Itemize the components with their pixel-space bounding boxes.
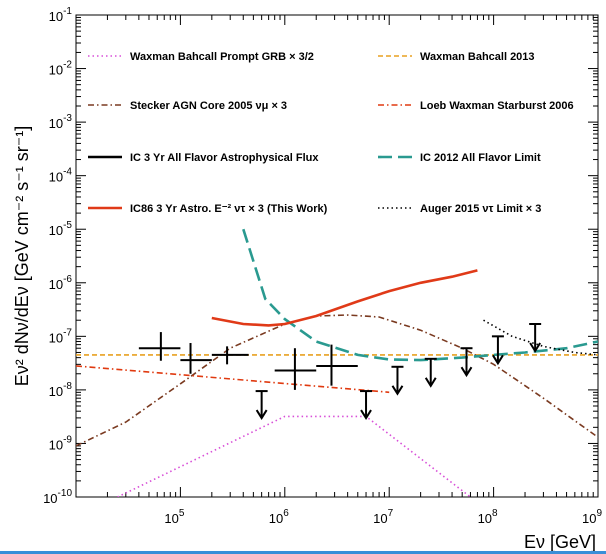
legend-entry: Waxman Bahcall Prompt GRB × 3/2 xyxy=(88,51,314,63)
x-tick-label: 106 xyxy=(269,508,289,526)
y-tick-label: 10-6 xyxy=(49,274,73,292)
data-points-group xyxy=(138,322,542,420)
legend-entry: Auger 2015 ντ Limit × 3 xyxy=(378,203,541,215)
x-tick-label: 108 xyxy=(478,508,498,526)
y-tick-label: 10-1 xyxy=(49,6,73,24)
limit-head xyxy=(529,342,541,353)
legend-label: IC 2012 All Flavor Limit xyxy=(420,152,541,164)
legend-label: IC86 3 Yr Astro. E⁻² ντ × 3 (This Work) xyxy=(130,203,328,215)
series-line-stecker-agn-core-2005-3 xyxy=(76,314,598,447)
x-tick-label: 105 xyxy=(164,508,184,526)
data-point-cross xyxy=(316,344,358,386)
data-point-cross xyxy=(138,332,181,361)
series-line-ic-2012-all-flavor-limit xyxy=(242,228,598,362)
legend-entry: Waxman Bahcall 2013 xyxy=(378,51,535,63)
x-axis-label: Eν [GeV] xyxy=(524,532,596,552)
y-tick-label: 10-2 xyxy=(49,60,73,78)
legend-group: Waxman Bahcall Prompt GRB × 3/2 Waxman Ba… xyxy=(88,51,574,215)
y-tick-label: 10-7 xyxy=(49,327,73,345)
legend-entry: IC 3 Yr All Flavor Astrophysical Flux xyxy=(88,152,319,164)
upper-limit-arrow xyxy=(424,357,437,388)
upper-limit-arrow xyxy=(391,365,404,396)
axes-group xyxy=(75,14,599,498)
legend-label: Loeb Waxman Starburst 2006 xyxy=(420,100,574,112)
y-tick-label: 10-3 xyxy=(49,113,73,131)
y-axis-label: Eν² dNν/dEν [GeV cm⁻² s⁻¹ sr⁻¹] xyxy=(12,126,32,387)
data-point-cross xyxy=(274,348,317,390)
upper-limit-arrow xyxy=(529,322,542,353)
legend-label: Waxman Bahcall 2013 xyxy=(420,51,535,63)
plot-frame xyxy=(75,14,599,498)
legend-entry: Stecker AGN Core 2005 νμ × 3 xyxy=(88,100,287,112)
limit-head xyxy=(391,385,404,396)
series-clip xyxy=(76,228,598,497)
y-tick-label: 10-4 xyxy=(49,167,73,185)
y-tick-label: 10-10 xyxy=(43,488,72,506)
series-line-waxman-bahcall-prompt-grb-3-2 xyxy=(117,415,471,497)
y-tick-label: 10-5 xyxy=(49,220,73,238)
legend-entry: Loeb Waxman Starburst 2006 xyxy=(378,100,574,112)
series-group xyxy=(76,228,598,497)
legend-label: Waxman Bahcall Prompt GRB × 3/2 xyxy=(130,51,314,63)
limit-head xyxy=(492,354,504,366)
limit-head xyxy=(424,377,437,388)
upper-limit-arrow xyxy=(255,390,268,420)
data-point-cross xyxy=(180,343,212,374)
upper-limit-arrow xyxy=(491,335,504,366)
x-tick-label: 109 xyxy=(582,508,602,526)
data-point-cross xyxy=(211,346,249,365)
upper-limit-arrow xyxy=(460,347,473,378)
limit-head xyxy=(460,366,473,378)
upper-limit-arrow xyxy=(360,390,373,420)
series-line-loeb-waxman-starburst-2006 xyxy=(76,365,390,394)
window-bottom-bar xyxy=(0,551,606,554)
y-tick-label: 10-9 xyxy=(49,434,73,452)
x-tick-label: 107 xyxy=(373,508,393,526)
limit-head xyxy=(255,409,268,420)
series-line-ic86-3-yr-astro-e-3-this-work- xyxy=(211,269,478,327)
legend-entry: IC86 3 Yr Astro. E⁻² ντ × 3 (This Work) xyxy=(88,203,328,215)
y-tick-label: 10-8 xyxy=(49,381,73,399)
axis-labels-group: 105 106 107 108 109 10-10 10-9 10-8 10-7 10-6 10-5… xyxy=(12,6,602,552)
limit-head xyxy=(360,409,372,420)
legend-label: Auger 2015 ντ Limit × 3 xyxy=(420,203,541,215)
legend-label: IC 3 Yr All Flavor Astrophysical Flux xyxy=(130,152,319,164)
legend-label: Stecker AGN Core 2005 νμ × 3 xyxy=(130,100,287,112)
legend-entry: IC 2012 All Flavor Limit xyxy=(378,152,541,164)
